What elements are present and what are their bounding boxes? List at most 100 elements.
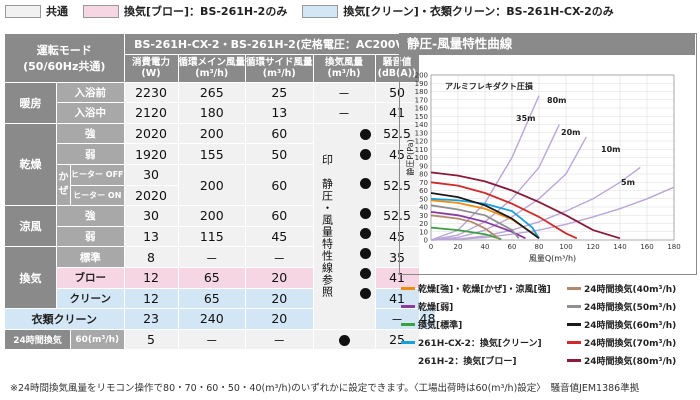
series-line-7 (430, 181, 578, 240)
cell: 65 (177, 266, 247, 289)
legend-label: 24時間換気(60m³/h) (584, 321, 677, 331)
cell: － (312, 81, 376, 104)
cell: 200 (177, 122, 247, 145)
y-tick-label: 200 (415, 72, 428, 80)
cell: 5 (123, 328, 179, 351)
sub-strong: 強 (56, 205, 125, 227)
dot-mark (359, 177, 371, 189)
sub-strong: 強 (56, 122, 125, 145)
x-tick-label: 180 (667, 243, 680, 251)
dot-mark (359, 267, 371, 279)
legend-line-swatch (401, 287, 415, 290)
cell: 200 (177, 205, 247, 227)
dot-mark (359, 227, 371, 239)
cell: － (245, 328, 314, 351)
cell: 60 (245, 122, 314, 145)
y-tick-label: 40 (419, 204, 428, 212)
sub-24h: 60(m³/h) (70, 328, 125, 351)
mode-dry: 乾燥 (4, 122, 57, 207)
y-tick-label: 150 (415, 113, 428, 121)
legend-label: 乾燥[強]・乾燥[かぜ]・涼風[強] (418, 285, 551, 295)
mode-heat: 暖房 (4, 81, 57, 124)
cell: 45 (374, 225, 420, 248)
chart-title: 静圧-風量特性曲線 (399, 33, 695, 55)
series-line-5 (430, 204, 520, 239)
y-tick-label: 30 (419, 212, 428, 220)
x-tick-label: 160 (640, 243, 653, 251)
dot-mark (359, 207, 371, 219)
x-tick-label: 40 (481, 243, 490, 251)
legend-label: 24時間換気(70m³/h) (584, 339, 677, 349)
x-axis-label: 風量Q(m³/h) (529, 254, 576, 263)
series-line-6 (430, 192, 540, 240)
mode-header: 運転モード (50/60Hz共通) (4, 33, 125, 83)
x-tick-label: 120 (586, 243, 599, 251)
mode-header-2: (50/60Hz共通) (23, 59, 106, 73)
cell: 45 (245, 225, 314, 248)
cell: 35 (374, 246, 420, 268)
y-tick-label: 170 (415, 96, 428, 104)
cell: 20 (245, 308, 314, 330)
legend-line-swatch (401, 341, 415, 344)
cell: 200 (177, 163, 247, 207)
cell: 60 (245, 205, 314, 227)
legend-item-left: 261H-2：換気[ブロー] (401, 354, 517, 367)
legend-item-right: 24時間換気(40m³/h) (567, 282, 676, 295)
cell: 50 (245, 143, 314, 165)
cell: 20 (245, 266, 314, 289)
cell: 25 (374, 328, 420, 351)
cell: － (245, 246, 314, 268)
legend-common: 共通 (0, 3, 68, 19)
y-tick-label: 90 (419, 162, 428, 170)
mode-cool: 涼風 (4, 205, 57, 248)
legend-item-left: 乾燥[弱] (401, 300, 453, 313)
legend-item-right: 24時間換気(60m³/h) (567, 318, 676, 331)
vent-dots (353, 124, 371, 328)
mode-vent: 換気 (4, 246, 57, 310)
y-tick-label: 70 (419, 179, 428, 187)
y-axis-label: 静圧P(Pa) (405, 139, 415, 175)
cell: 265 (177, 81, 247, 104)
x-tick-label: 80 (535, 243, 544, 251)
x-tick-label: 0 (429, 243, 433, 251)
cell: 2230 (123, 81, 179, 104)
cell: 23 (123, 308, 179, 330)
duct-curve-20m (430, 136, 587, 241)
col-noise: 騒音値 (dB(A)) (374, 53, 420, 83)
plot-area (430, 74, 675, 241)
legend-blow: 換気[ブロー]：BS-261H-2のみ (78, 3, 287, 19)
legend-item-right: 24時間換気(70m³/h) (567, 336, 676, 349)
sub-during: 入浴中 (56, 102, 125, 124)
sub-weak: 弱 (56, 225, 125, 248)
legend-blow-label: 換気[ブロー]：BS-261H-2のみ (124, 5, 288, 18)
sub-ka: か (58, 172, 69, 184)
cell (312, 328, 376, 351)
swatch-blow (83, 4, 119, 18)
duct-label: アルミフレキダクト圧損 (445, 81, 533, 91)
cell: 155 (177, 143, 247, 165)
legend-label: 24時間換気(80m³/h) (584, 357, 677, 367)
y-tick-label: 10 (419, 228, 428, 236)
cell: 2020 (123, 122, 179, 145)
cell: 25 (245, 81, 314, 104)
footnote: ※24時間換気風量をリモコン操作で80・70・60・50・40(m³/h)のいず… (10, 383, 640, 394)
legend-label: 乾燥[弱] (418, 303, 454, 313)
x-tick-label: 20 (454, 243, 463, 251)
mode-24h: 24時間換気 (4, 328, 71, 351)
duct-curve-5m (430, 186, 675, 241)
legend-line-swatch (401, 323, 415, 326)
mode-header-1: 運転モード (36, 43, 92, 57)
cell: 65 (177, 287, 247, 310)
swatch-clean (302, 4, 339, 18)
dot-mark (338, 335, 350, 347)
legend-line-swatch (567, 305, 581, 308)
sub-clean: クリーン (56, 287, 125, 310)
spec-table: 運転モード (50/60Hz共通) BS-261H-CX-2・BS-261H-2… (4, 33, 437, 351)
series-line-8 (430, 171, 621, 240)
legend-label: 24時間換気(40m³/h) (584, 285, 677, 295)
y-tick-label: 130 (415, 129, 428, 137)
top-legend: 共通 換気[ブロー]：BS-261H-2のみ 換気[クリーン]・衣類クリーン：B… (0, 0, 700, 22)
cell: － (312, 102, 376, 124)
y-tick-label: 140 (415, 121, 428, 129)
col-power: 消費電力 (W) (123, 53, 179, 83)
